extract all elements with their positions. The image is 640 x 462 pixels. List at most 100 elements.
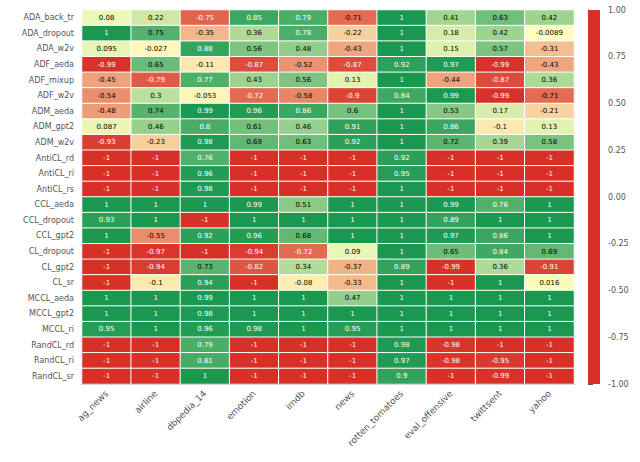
svg-text:0.46: 0.46	[148, 123, 164, 131]
svg-text:1: 1	[547, 216, 551, 224]
svg-text:0.97: 0.97	[443, 232, 459, 240]
svg-text:0.69: 0.69	[542, 248, 558, 256]
svg-text:1: 1	[400, 325, 404, 333]
svg-text:0.77: 0.77	[197, 76, 213, 84]
svg-text:-0.72: -0.72	[245, 92, 263, 100]
svg-text:0.89: 0.89	[394, 263, 410, 271]
svg-text:1: 1	[498, 325, 502, 333]
svg-text:-0.44: -0.44	[442, 76, 461, 84]
svg-text:1: 1	[498, 310, 502, 318]
svg-text:1: 1	[547, 201, 551, 209]
svg-text:AntiCL_rs: AntiCL_rs	[37, 185, 74, 194]
svg-text:-0.95: -0.95	[491, 357, 509, 365]
svg-text:0.93: 0.93	[99, 216, 115, 224]
svg-text:1: 1	[400, 232, 404, 240]
svg-text:RandCL_rd: RandCL_rd	[31, 341, 74, 350]
svg-text:1: 1	[252, 216, 256, 224]
svg-text:CL_dropout: CL_dropout	[29, 247, 74, 256]
svg-text:0.09: 0.09	[345, 248, 361, 256]
svg-text:-1: -1	[448, 170, 455, 178]
svg-text:ADM_gpt2: ADM_gpt2	[33, 122, 74, 131]
svg-text:0.63: 0.63	[492, 14, 508, 22]
svg-text:ADM_aeda: ADM_aeda	[32, 107, 74, 116]
svg-text:0.00: 0.00	[608, 193, 626, 202]
svg-text:1: 1	[301, 216, 305, 224]
svg-text:0.81: 0.81	[197, 357, 213, 365]
svg-text:0.43: 0.43	[246, 76, 262, 84]
svg-text:0.36: 0.36	[542, 76, 558, 84]
svg-text:-1: -1	[448, 279, 455, 287]
svg-text:0.65: 0.65	[148, 61, 164, 69]
svg-text:0.63: 0.63	[296, 138, 312, 146]
svg-text:0.72: 0.72	[443, 138, 459, 146]
svg-text:1: 1	[547, 294, 551, 302]
svg-text:0.53: 0.53	[443, 107, 459, 115]
svg-text:0.96: 0.96	[197, 325, 213, 333]
svg-text:1: 1	[547, 310, 551, 318]
svg-text:-0.48: -0.48	[98, 107, 116, 115]
svg-text:-1: -1	[300, 372, 307, 380]
svg-text:0.56: 0.56	[246, 45, 262, 53]
svg-text:0.86: 0.86	[492, 232, 508, 240]
svg-text:0.58: 0.58	[542, 138, 558, 146]
svg-text:yahoo: yahoo	[526, 388, 553, 415]
svg-text:0.96: 0.96	[197, 170, 213, 178]
svg-text:AntiCL_ri: AntiCL_ri	[39, 169, 74, 178]
svg-text:0.08: 0.08	[99, 14, 115, 22]
svg-text:imdb: imdb	[284, 388, 307, 411]
svg-text:-1: -1	[546, 185, 553, 193]
svg-text:-1: -1	[103, 279, 110, 287]
svg-text:1: 1	[400, 201, 404, 209]
svg-text:1: 1	[104, 294, 108, 302]
svg-text:-1: -1	[300, 357, 307, 365]
svg-text:0.75: 0.75	[148, 29, 164, 37]
svg-text:-1: -1	[251, 341, 258, 349]
svg-text:0.47: 0.47	[345, 294, 361, 302]
svg-text:0.86: 0.86	[443, 123, 459, 131]
svg-text:1: 1	[400, 107, 404, 115]
svg-text:news: news	[333, 388, 357, 412]
svg-text:-0.99: -0.99	[491, 61, 509, 69]
svg-text:0.78: 0.78	[296, 29, 312, 37]
svg-text:0.51: 0.51	[296, 201, 312, 209]
svg-text:-1: -1	[202, 216, 209, 224]
svg-text:0.61: 0.61	[246, 123, 262, 131]
svg-text:AntiCL_rd: AntiCL_rd	[36, 154, 74, 163]
svg-text:RandCL_sr: RandCL_sr	[32, 372, 75, 381]
svg-text:-0.43: -0.43	[344, 45, 362, 53]
svg-text:-0.31: -0.31	[540, 45, 558, 53]
svg-text:CL_sr: CL_sr	[53, 278, 75, 287]
svg-text:0.96: 0.96	[246, 232, 262, 240]
svg-text:1: 1	[203, 372, 207, 380]
svg-text:0.98: 0.98	[246, 325, 262, 333]
svg-text:-1: -1	[497, 170, 504, 178]
svg-text:0.95: 0.95	[345, 325, 361, 333]
svg-text:0.3: 0.3	[150, 92, 161, 100]
svg-text:1: 1	[449, 310, 453, 318]
svg-text:0.98: 0.98	[197, 310, 213, 318]
svg-text:-1: -1	[103, 248, 110, 256]
svg-text:0.18: 0.18	[443, 29, 459, 37]
svg-text:-1: -1	[448, 372, 455, 380]
svg-text:-1: -1	[152, 185, 159, 193]
svg-text:-0.33: -0.33	[344, 279, 362, 287]
svg-text:-1: -1	[349, 154, 356, 162]
svg-text:1: 1	[350, 310, 354, 318]
svg-text:0.50: 0.50	[608, 99, 626, 108]
svg-text:-0.50: -0.50	[608, 286, 629, 295]
svg-text:-0.97: -0.97	[147, 248, 165, 256]
svg-text:-0.08: -0.08	[294, 279, 312, 287]
svg-text:-1: -1	[152, 372, 159, 380]
svg-text:0.89: 0.89	[443, 216, 459, 224]
svg-text:0.96: 0.96	[246, 107, 262, 115]
svg-text:-0.99: -0.99	[491, 92, 509, 100]
svg-text:0.88: 0.88	[197, 45, 213, 53]
svg-text:1: 1	[104, 310, 108, 318]
svg-text:-0.35: -0.35	[196, 29, 214, 37]
svg-text:0.92: 0.92	[345, 138, 361, 146]
svg-text:-1: -1	[546, 372, 553, 380]
svg-text:-0.98: -0.98	[442, 341, 460, 349]
svg-text:1: 1	[154, 310, 158, 318]
svg-text:0.13: 0.13	[542, 123, 558, 131]
svg-text:1: 1	[547, 232, 551, 240]
